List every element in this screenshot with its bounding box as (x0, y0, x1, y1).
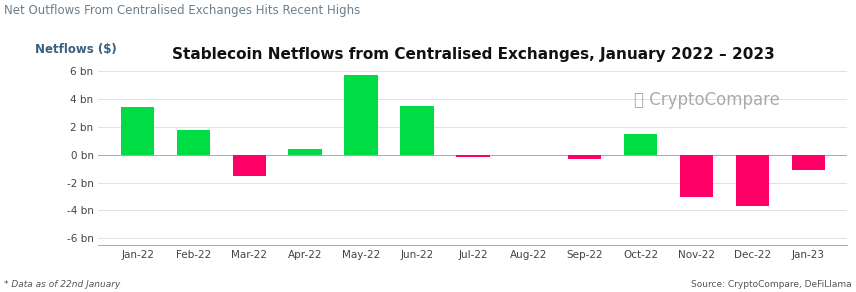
Bar (121, 107, 154, 155)
Bar (176, 131, 211, 155)
Text: ⓘ CryptoCompare: ⓘ CryptoCompare (634, 91, 780, 110)
Bar (233, 155, 266, 176)
Bar (735, 155, 770, 206)
Bar (456, 155, 490, 157)
Bar (401, 106, 434, 155)
Bar (288, 149, 322, 155)
Bar (624, 134, 657, 155)
Bar (344, 75, 377, 155)
Bar (680, 155, 713, 197)
Text: Source: CryptoCompare, DeFiLlama: Source: CryptoCompare, DeFiLlama (691, 280, 852, 289)
Text: Net Outflows From Centralised Exchanges Hits Recent Highs: Net Outflows From Centralised Exchanges … (4, 4, 360, 18)
Text: Netflows ($): Netflows ($) (35, 43, 116, 55)
Bar (568, 155, 602, 159)
Title: Stablecoin Netflows from Centralised Exchanges, January 2022 – 2023: Stablecoin Netflows from Centralised Exc… (171, 47, 775, 62)
Bar (792, 155, 825, 170)
Text: * Data as of 22nd January: * Data as of 22nd January (4, 280, 121, 289)
